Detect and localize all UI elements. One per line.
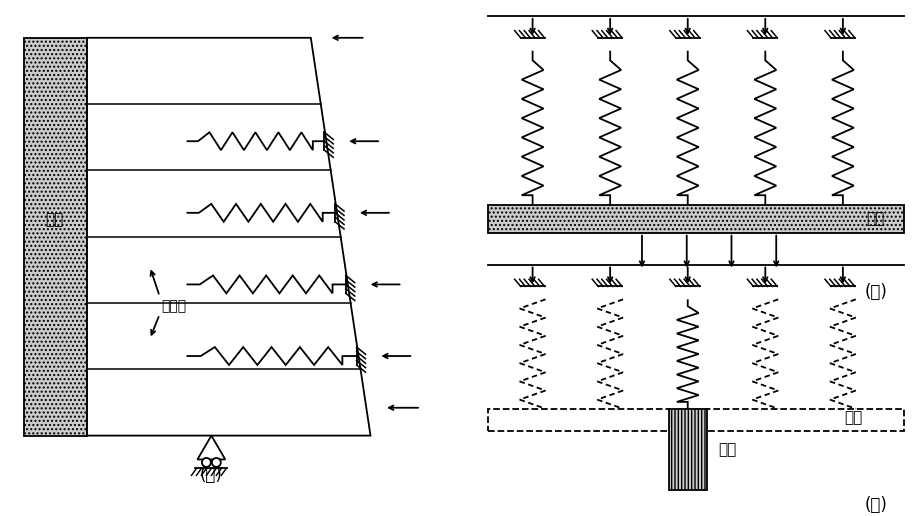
Polygon shape bbox=[87, 38, 370, 436]
Bar bbox=[488, 409, 903, 431]
Text: (다): (다) bbox=[865, 496, 887, 514]
Circle shape bbox=[212, 458, 221, 467]
Text: 벽체: 벽체 bbox=[845, 410, 863, 425]
Text: (가): (가) bbox=[200, 466, 223, 485]
Polygon shape bbox=[25, 38, 87, 436]
Bar bbox=[669, 409, 706, 490]
Polygon shape bbox=[198, 436, 225, 459]
Text: 벽체: 벽체 bbox=[45, 212, 63, 227]
Text: 돌기: 돌기 bbox=[718, 442, 736, 457]
Text: 벽체: 벽체 bbox=[867, 211, 885, 227]
Circle shape bbox=[202, 458, 211, 467]
Bar bbox=[488, 205, 903, 233]
Text: 보강재: 보강재 bbox=[161, 299, 187, 313]
Text: (나): (나) bbox=[865, 283, 887, 301]
